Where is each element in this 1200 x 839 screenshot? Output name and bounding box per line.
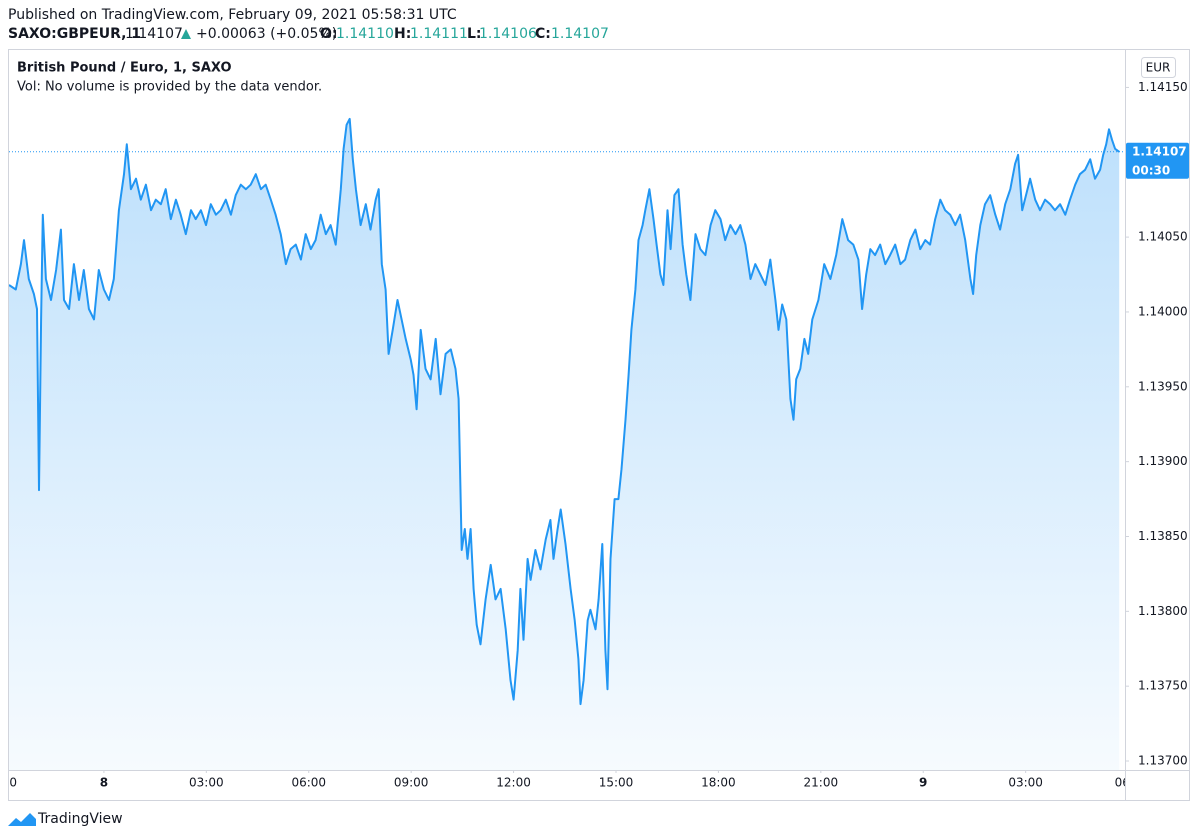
- logo: [8, 813, 36, 826]
- y-tick-label: 1.13950: [1138, 379, 1188, 393]
- price: 1.14107: [125, 26, 183, 42]
- x-tick-label: 9: [919, 776, 927, 790]
- y-tick-label: 1.14050: [1138, 230, 1188, 244]
- chart-title: British Pound / Euro, 1, SAXO: [17, 61, 232, 76]
- ohlc-label: L:: [467, 26, 482, 42]
- ohlc-value: 1.14111: [410, 26, 468, 42]
- x-tick-label: 09:00: [394, 776, 429, 790]
- x-tick-label: 21:00: [804, 776, 839, 790]
- x-tick-label: 15:00: [599, 776, 634, 790]
- x-tick-label: 03:00: [1008, 776, 1043, 790]
- change: +0.00063 (+0.05%): [196, 26, 337, 42]
- ohlc-value: 1.14107: [551, 26, 609, 42]
- y-tick-label: 1.13800: [1138, 604, 1188, 618]
- ohlc-label: C:: [535, 26, 551, 42]
- x-tick-label: 18:00: [701, 776, 736, 790]
- y-tick-label: 1.13850: [1138, 529, 1188, 543]
- y-tick-label: 1.13750: [1138, 679, 1188, 693]
- ohlc-label: O:: [320, 26, 338, 42]
- currency: EUR: [1146, 61, 1171, 75]
- price-line: [9, 117, 1120, 706]
- area-fill: [9, 118, 1120, 770]
- symbol: SAXO:GBPEUR, 1: [8, 26, 141, 42]
- ohlc-value: 1.14106: [479, 26, 537, 42]
- y-tick-label: 1.13700: [1138, 754, 1188, 768]
- countdown: 00:30: [1132, 163, 1170, 177]
- brand: TradingView: [37, 811, 123, 827]
- volume-note: Vol: No volume is provided by the data v…: [17, 80, 322, 95]
- x-tick-label: 8: [100, 776, 108, 790]
- up-arrow: [181, 29, 191, 39]
- x-tick-label: 06:00: [291, 776, 326, 790]
- x-tick-label: 12:00: [496, 776, 531, 790]
- last-price-label: 1.14107: [1132, 144, 1187, 158]
- y-tick-label: 1.13900: [1138, 454, 1188, 468]
- x-tick-label: 03:00: [189, 776, 224, 790]
- x-tick-label: 06:0: [1115, 776, 1142, 790]
- y-tick-label: 1.14000: [1138, 304, 1188, 318]
- x-tick-label: :10: [0, 776, 17, 790]
- chart-frame: [8, 49, 1190, 801]
- published-note: Published on TradingView.com, February 0…: [8, 7, 457, 23]
- last-price-tag: [1126, 142, 1189, 179]
- y-tick-label: 1.14150: [1138, 80, 1188, 94]
- ohlc-value: 1.14110: [336, 26, 394, 42]
- currency-box[interactable]: [1141, 57, 1176, 78]
- ohlc-label: H:: [394, 26, 411, 42]
